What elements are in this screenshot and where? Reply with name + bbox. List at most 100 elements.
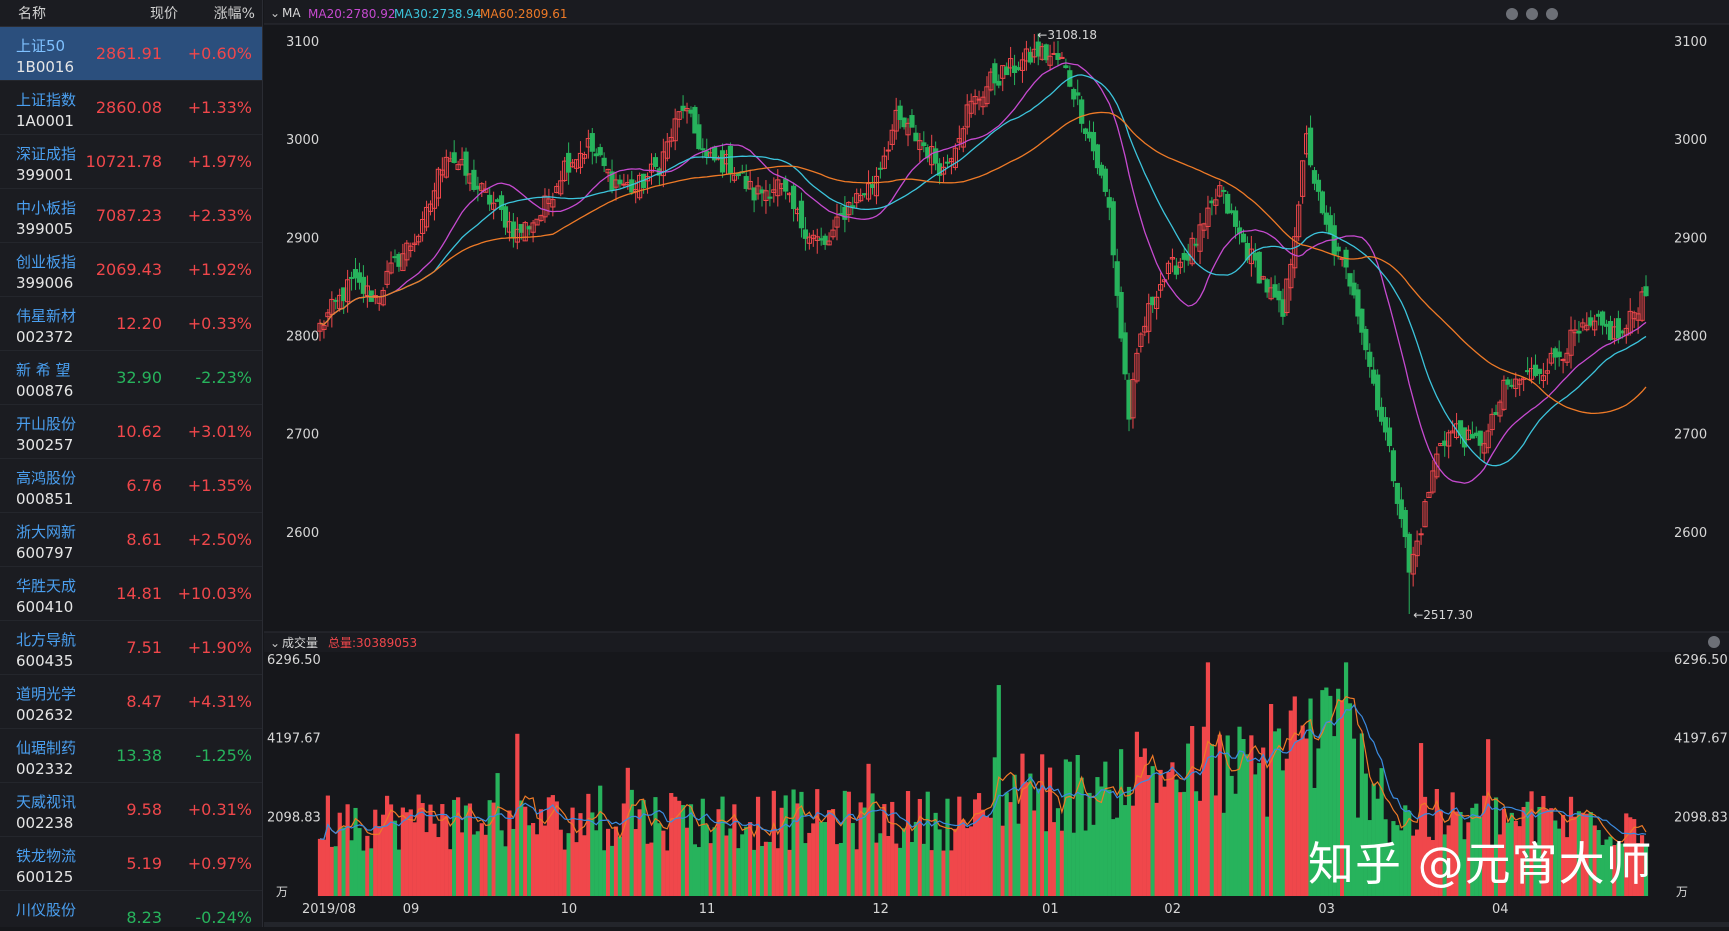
candle (1130, 372, 1136, 429)
candle (1378, 397, 1385, 426)
candle (1043, 43, 1049, 64)
watchlist-row[interactable]: 新 希 望 000876 32.90 -2.23% (0, 351, 262, 405)
volume-bar (598, 785, 603, 896)
volume-bar (1537, 806, 1542, 896)
header-price[interactable]: 现价 (150, 6, 178, 22)
volume-bar (1387, 843, 1392, 896)
volume-bar (625, 767, 630, 896)
candle (704, 138, 710, 165)
volume-bar (728, 828, 733, 896)
candle (1083, 127, 1089, 141)
candle (692, 105, 698, 134)
volume-bar (1229, 775, 1234, 896)
volume-bar (1201, 726, 1207, 896)
candle (384, 260, 390, 289)
volume-bar (1426, 836, 1432, 896)
volume-bar (408, 809, 413, 896)
candle (834, 203, 840, 241)
candle (1489, 408, 1495, 436)
volume-bar (361, 850, 366, 896)
volume-bar (562, 849, 567, 896)
candle (952, 143, 958, 171)
candle (672, 108, 678, 151)
watchlist-row[interactable]: 仙琚制药 002332 13.38 -1.25% (0, 729, 262, 783)
stock-code: 000876 (16, 382, 74, 400)
watchlist-row[interactable]: 华胜天成 600410 14.81 +10.03% (0, 567, 262, 621)
volume-bar (369, 848, 374, 896)
chart-area[interactable]: ⌄ MA MA20:2780.92 MA30:2738.94 MA60:2809.61 ⌄… (264, 0, 1729, 927)
candle (1355, 283, 1361, 325)
stock-code: 399005 (16, 220, 74, 238)
volume-bar (1604, 839, 1609, 896)
volume-bar (1162, 786, 1167, 896)
watchlist-row[interactable]: 天威视讯 002238 9.58 +0.31% (0, 783, 262, 837)
header-change[interactable]: 涨幅% (213, 6, 255, 22)
watchlist-row[interactable]: 铁龙物流 600125 5.19 +0.97% (0, 837, 262, 891)
kline-chart[interactable]: ⌄ MA MA20:2780.92MA30:2738.94MA60:2809.61⌄… (264, 0, 1729, 927)
zoom-in-icon[interactable] (1506, 8, 1518, 20)
volume-collapse-icon[interactable]: ⌄ (270, 636, 280, 650)
stock-code: 399006 (16, 274, 74, 292)
watchlist-row[interactable]: 上证50 1B0016 2861.91 +0.60% (0, 27, 262, 81)
watchlist-row[interactable]: 深证成指 399001 10721.78 +1.97% (0, 135, 262, 189)
watchlist-row[interactable]: 伟星新材 002372 12.20 +0.33% (0, 297, 262, 351)
candle (984, 76, 990, 108)
volume-bar (744, 826, 749, 896)
watchlist-row[interactable]: 高鸿股份 000851 6.76 +1.35% (0, 459, 262, 513)
stock-name: 深证成指 (16, 145, 77, 163)
volume-bar (1367, 820, 1372, 896)
volume-bar (1055, 808, 1061, 896)
candle (1584, 312, 1590, 332)
volume-bar (594, 830, 599, 896)
volume-bar (1434, 788, 1439, 896)
watchlist-row[interactable]: 上证指数 1A0001 2860.08 +1.33% (0, 81, 262, 135)
watchlist-row[interactable]: 道明光学 002632 8.47 +4.31% (0, 675, 262, 729)
candle (960, 125, 966, 153)
volume-bar (345, 804, 350, 896)
collapse-icon[interactable]: ⌄ (270, 6, 280, 20)
volume-unit-left: 万 (276, 885, 288, 899)
watchlist-row[interactable]: 开山股份 300257 10.62 +3.01% (0, 405, 262, 459)
volume-bar (1284, 758, 1289, 896)
candle (814, 228, 820, 254)
candle (1146, 293, 1152, 344)
volume-bar (1422, 796, 1428, 896)
volume-bar (811, 823, 816, 896)
volume-bar (933, 812, 938, 896)
volume-bar (542, 825, 548, 896)
volume-bar (1134, 731, 1140, 896)
volume-bar (586, 793, 591, 896)
header-name[interactable]: 名称 (18, 6, 46, 22)
candle (404, 240, 410, 267)
volume-settings-icon[interactable] (1708, 636, 1720, 648)
candle (1639, 287, 1645, 322)
volume-bar (1497, 834, 1503, 896)
watchlist-row[interactable]: 北方导航 600435 7.51 +1.90% (0, 621, 262, 675)
watchlist-row[interactable]: 浙大网新 600797 8.61 +2.50% (0, 513, 262, 567)
volume-bar (1008, 802, 1013, 896)
volume-bar (1280, 770, 1286, 896)
minimize-icon[interactable] (1526, 8, 1538, 20)
volume-bar (708, 843, 713, 896)
volume-bar (1036, 788, 1041, 896)
candle (921, 131, 927, 153)
volume-bar (1272, 731, 1278, 896)
watchlist-row[interactable]: 川仪股份 8.23 -0.24% (0, 891, 262, 927)
candle (1102, 166, 1108, 197)
candle (1197, 212, 1203, 265)
candle (451, 140, 457, 164)
stock-price: 32.90 (116, 368, 162, 387)
x-tick-label: 12 (872, 902, 889, 917)
watchlist-row[interactable]: 创业板指 399006 2069.43 +1.92% (0, 243, 262, 297)
watchlist-row[interactable]: 中小板指 399005 7087.23 +2.33% (0, 189, 262, 243)
volume-bar (325, 795, 330, 896)
ma20-label: MA20:2780.92 (308, 7, 396, 21)
volume-bar (1438, 810, 1443, 896)
stock-name: 浙大网新 (16, 523, 77, 541)
volume-bar (1083, 830, 1088, 896)
candle (1422, 499, 1428, 528)
stock-name: 川仪股份 (16, 901, 77, 919)
settings-icon[interactable] (1546, 8, 1558, 20)
stock-price: 7.51 (126, 638, 162, 657)
volume-bar (700, 798, 705, 896)
